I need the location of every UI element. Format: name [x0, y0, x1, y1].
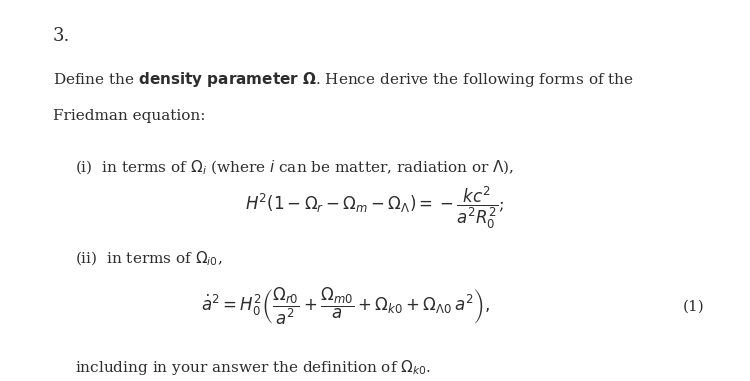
Text: Define the $\mathbf{density\ parameter}$ $\mathbf{\Omega}$. Hence derive the fol: Define the $\mathbf{density\ parameter}$… — [53, 70, 633, 90]
Text: including in your answer the definition of $\Omega_{k0}$.: including in your answer the definition … — [75, 358, 431, 377]
Text: (ii)  in terms of $\Omega_{i0}$,: (ii) in terms of $\Omega_{i0}$, — [75, 250, 223, 268]
Text: (i)  in terms of $\Omega_i$ (where $i$ can be matter, radiation or $\Lambda$),: (i) in terms of $\Omega_i$ (where $i$ ca… — [75, 158, 514, 176]
Text: (1): (1) — [682, 300, 704, 314]
Text: Friedman equation:: Friedman equation: — [53, 109, 205, 123]
Text: $\dot{a}^2 = H_0^2 \left(\dfrac{\Omega_{r0}}{a^2} + \dfrac{\Omega_{m0}}{a} + \Om: $\dot{a}^2 = H_0^2 \left(\dfrac{\Omega_{… — [200, 286, 490, 327]
Text: 3.: 3. — [53, 27, 70, 45]
Text: $H^2\left(1 - \Omega_r - \Omega_m - \Omega_\Lambda\right) = -\dfrac{kc^2}{a^2 R_: $H^2\left(1 - \Omega_r - \Omega_m - \Ome… — [245, 184, 505, 231]
